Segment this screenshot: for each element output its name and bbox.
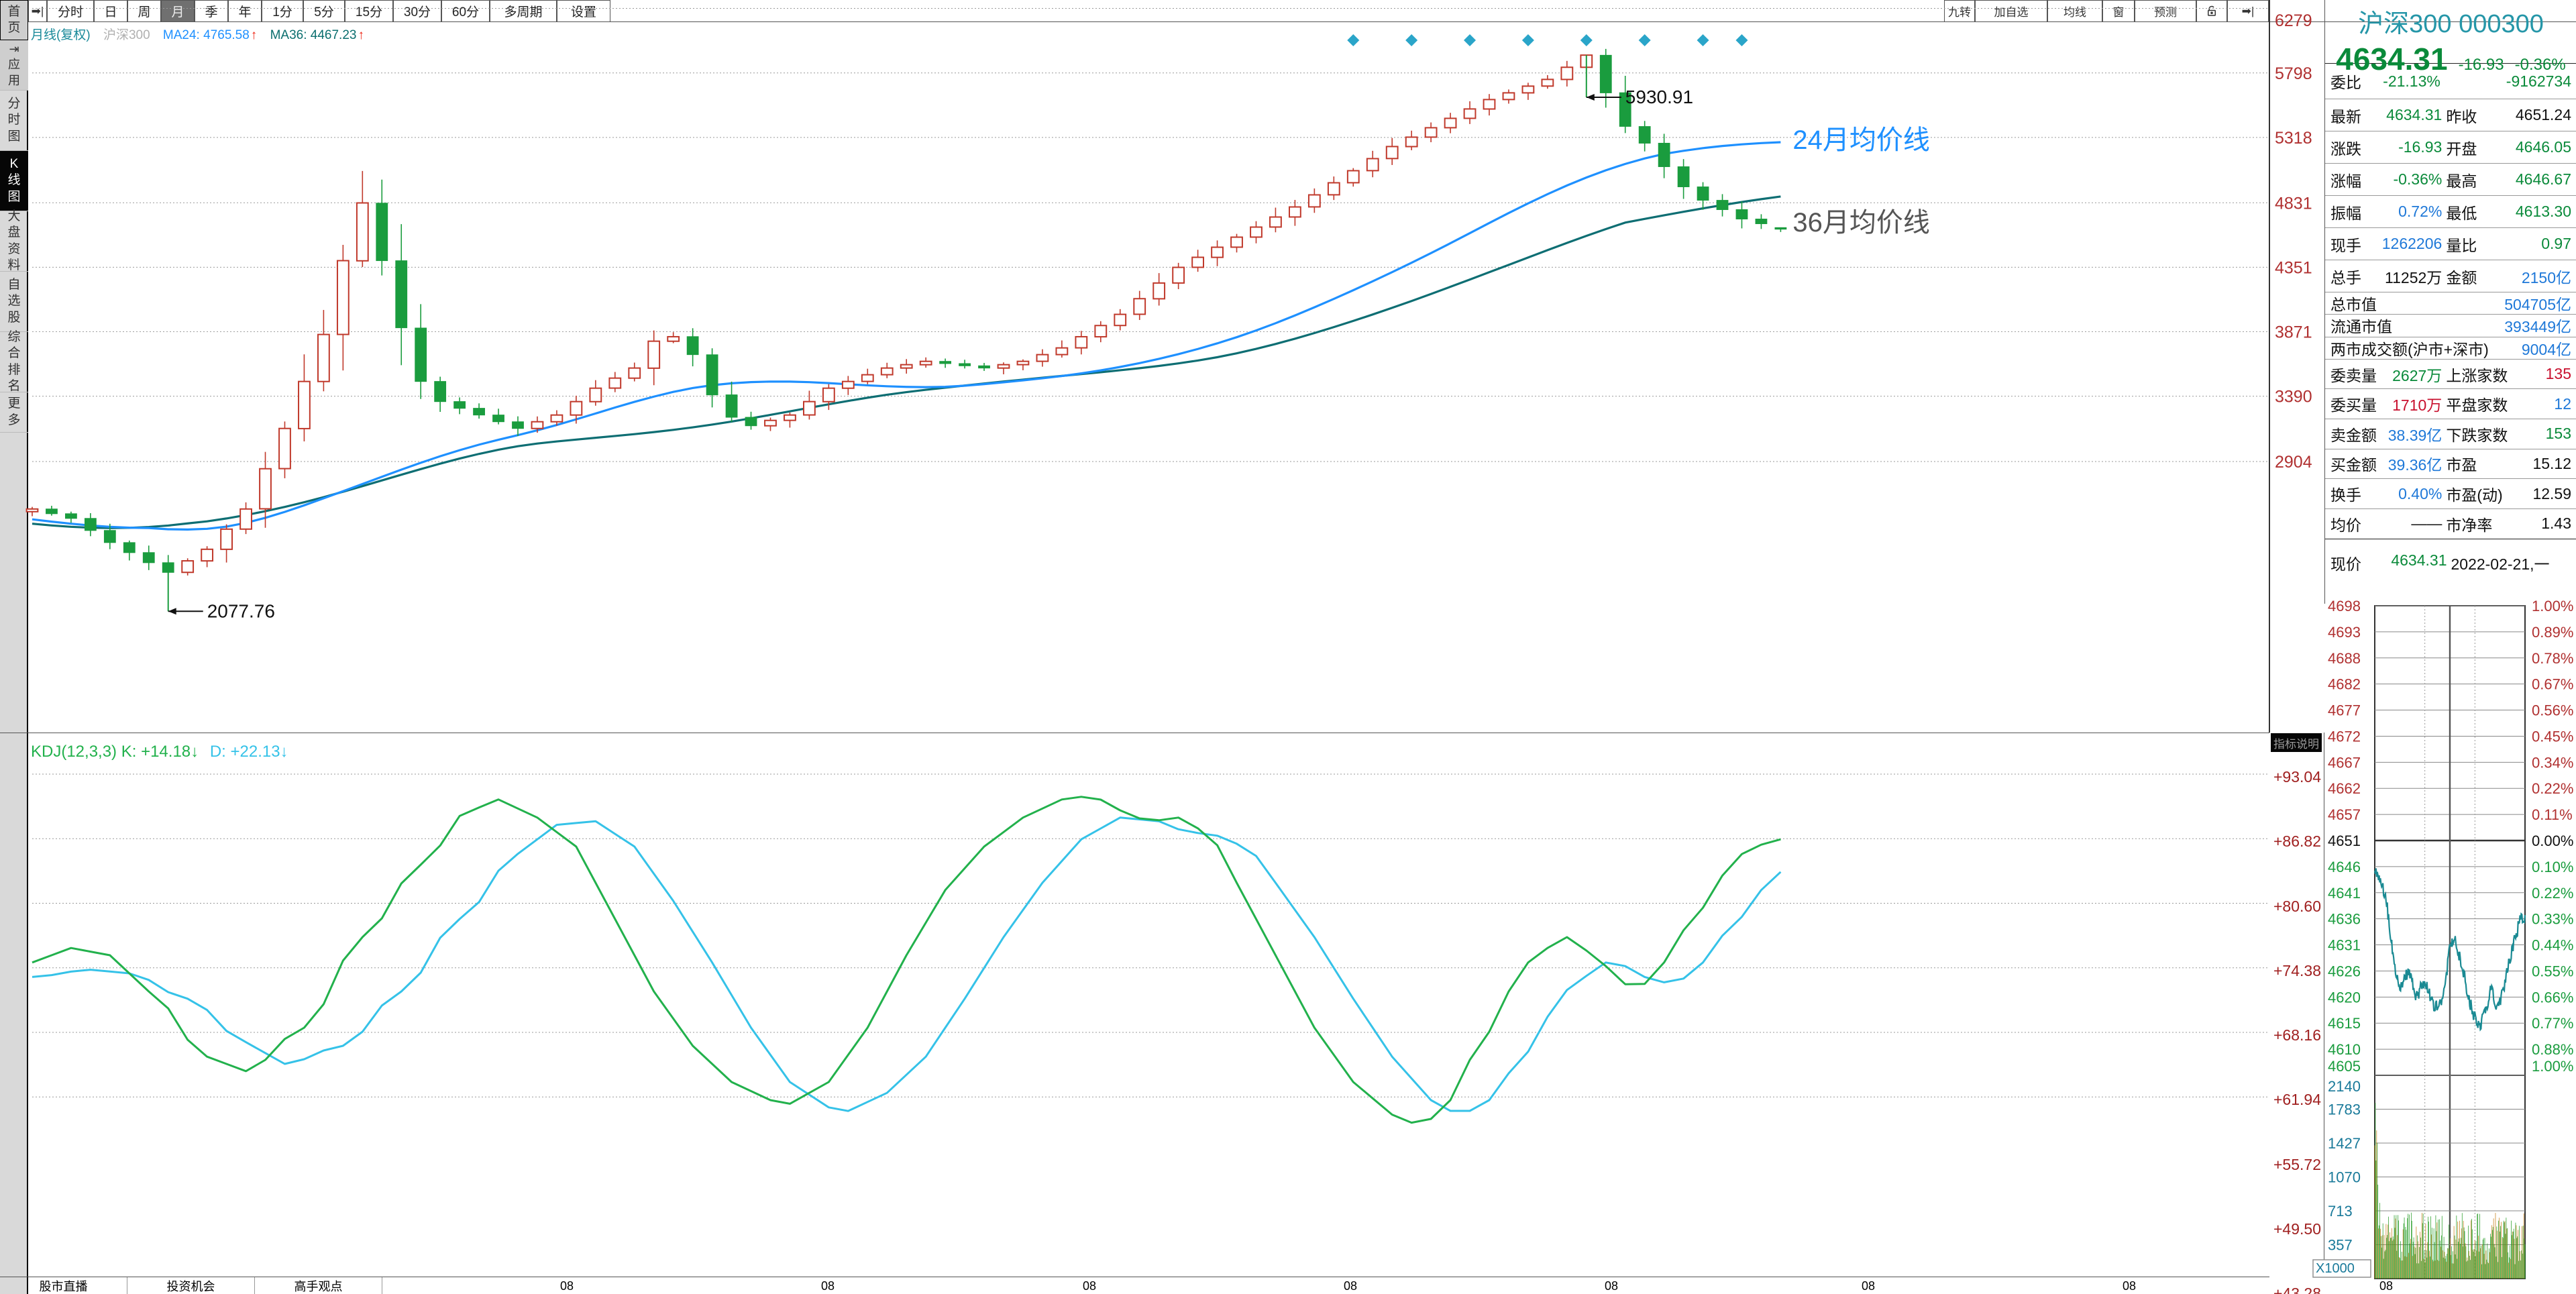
svg-text:1783: 1783 [2328, 1101, 2361, 1118]
svg-text:4631: 4631 [2328, 937, 2361, 954]
svg-text:0.78%: 0.78% [2532, 650, 2573, 667]
svg-text:0.22%: 0.22% [2532, 885, 2573, 902]
svg-text:4667: 4667 [2328, 754, 2361, 771]
svg-text:0.56%: 0.56% [2532, 702, 2573, 719]
svg-text:24月均价线: 24月均价线 [1792, 125, 1930, 155]
svg-text:713: 713 [2328, 1203, 2353, 1220]
svg-text:1.00%: 1.00% [2532, 1058, 2573, 1075]
svg-text:4646: 4646 [2328, 859, 2361, 875]
svg-text:0.22%: 0.22% [2532, 780, 2573, 797]
svg-text:4641: 4641 [2328, 885, 2361, 902]
svg-text:3390: 3390 [2275, 388, 2312, 407]
svg-text:0.45%: 0.45% [2532, 728, 2573, 745]
svg-text:0.11%: 0.11% [2532, 806, 2573, 823]
svg-text:4620: 4620 [2328, 989, 2361, 1006]
svg-text:4662: 4662 [2328, 780, 2361, 797]
svg-text:0.66%: 0.66% [2532, 989, 2573, 1006]
svg-text:0.33%: 0.33% [2532, 911, 2573, 928]
svg-text:4672: 4672 [2328, 728, 2361, 745]
svg-text:1427: 1427 [2328, 1135, 2361, 1152]
svg-text:0.00%: 0.00% [2532, 832, 2573, 849]
svg-text:4688: 4688 [2328, 650, 2361, 667]
svg-text:357: 357 [2328, 1237, 2353, 1254]
svg-text:5798: 5798 [2275, 64, 2312, 83]
svg-text:2077.76: 2077.76 [207, 600, 275, 621]
svg-text:0.67%: 0.67% [2532, 676, 2573, 693]
svg-text:4351: 4351 [2275, 258, 2312, 277]
svg-text:4605: 4605 [2328, 1058, 2361, 1075]
svg-text:0.10%: 0.10% [2532, 859, 2573, 875]
svg-text:36月均价线: 36月均价线 [1792, 208, 1930, 237]
svg-text:6279: 6279 [2275, 11, 2312, 30]
svg-text:4677: 4677 [2328, 702, 2361, 719]
svg-text:0.34%: 0.34% [2532, 754, 2573, 771]
svg-text:0.88%: 0.88% [2532, 1041, 2573, 1058]
svg-text:4651: 4651 [2328, 832, 2361, 849]
svg-text:4636: 4636 [2328, 911, 2361, 928]
svg-text:5930.91: 5930.91 [1625, 87, 1693, 107]
svg-text:4693: 4693 [2328, 624, 2361, 641]
svg-text:0.89%: 0.89% [2532, 624, 2573, 641]
svg-text:2140: 2140 [2328, 1078, 2361, 1095]
svg-text:3871: 3871 [2275, 323, 2312, 341]
svg-text:0.77%: 0.77% [2532, 1015, 2573, 1032]
svg-text:4626: 4626 [2328, 963, 2361, 979]
svg-text:0.44%: 0.44% [2532, 937, 2573, 954]
svg-text:4657: 4657 [2328, 806, 2361, 823]
svg-text:4610: 4610 [2328, 1041, 2361, 1058]
svg-text:4682: 4682 [2328, 676, 2361, 693]
svg-text:5318: 5318 [2275, 129, 2312, 148]
svg-text:4615: 4615 [2328, 1015, 2361, 1032]
svg-text:2904: 2904 [2275, 453, 2312, 472]
svg-text:4831: 4831 [2275, 194, 2312, 213]
svg-text:0.55%: 0.55% [2532, 963, 2573, 979]
svg-text:1070: 1070 [2328, 1169, 2361, 1186]
